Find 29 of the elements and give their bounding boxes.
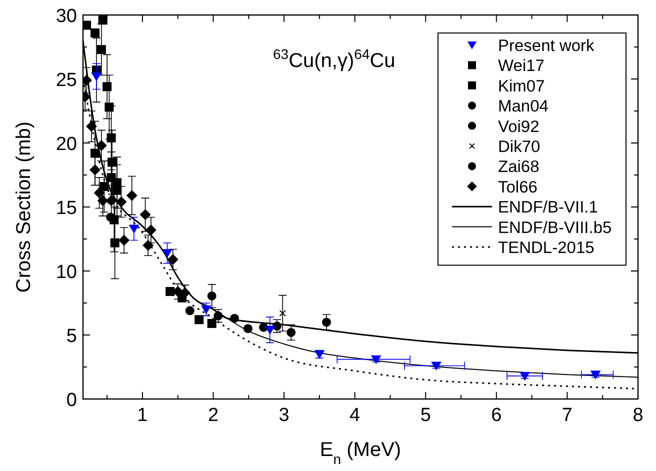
- x-tick-label: 1: [137, 405, 148, 426]
- annotation: $^{63}$Cu(n,γ)$^{64}$Cu: [273, 46, 396, 72]
- legend-label: Tol66: [498, 178, 538, 196]
- legend-label: Dik70: [498, 138, 540, 156]
- x-axis-title: E$_{n}$ (MeV): [320, 439, 402, 467]
- legend-label: TENDL-2015: [498, 239, 594, 257]
- y-axis-title: Cross Section (mb): [13, 121, 35, 293]
- y-tick-label: 5: [66, 326, 77, 347]
- legend-label: Zai68: [498, 158, 540, 176]
- x-tick-label: 7: [562, 405, 572, 426]
- y-tick-label: 15: [56, 198, 77, 219]
- x-tick-label: 2: [208, 405, 219, 426]
- legend-label: Wei17: [498, 57, 544, 76]
- y-tick-label: 20: [56, 134, 77, 155]
- legend-label: Man04: [498, 98, 548, 116]
- x-tick-label: 8: [632, 405, 644, 426]
- y-tick-label: 30: [56, 6, 77, 27]
- legend-label: Voi92: [498, 118, 540, 136]
- x-tick-label: 3: [278, 405, 290, 426]
- y-tick-label: 0: [66, 390, 77, 411]
- x-tick-label: 6: [491, 405, 502, 426]
- legend-label: Kim07: [498, 77, 545, 96]
- y-tick-label: 10: [56, 262, 77, 283]
- x-tick-label: 5: [420, 405, 431, 426]
- x-tick-label: 4: [350, 405, 361, 426]
- legend-label: ENDF/B-VIII.b5: [498, 218, 612, 237]
- legend-label: ENDF/B-VII.1: [498, 198, 598, 217]
- legend-label: Present work: [498, 37, 596, 55]
- y-tick-label: 25: [56, 70, 77, 91]
